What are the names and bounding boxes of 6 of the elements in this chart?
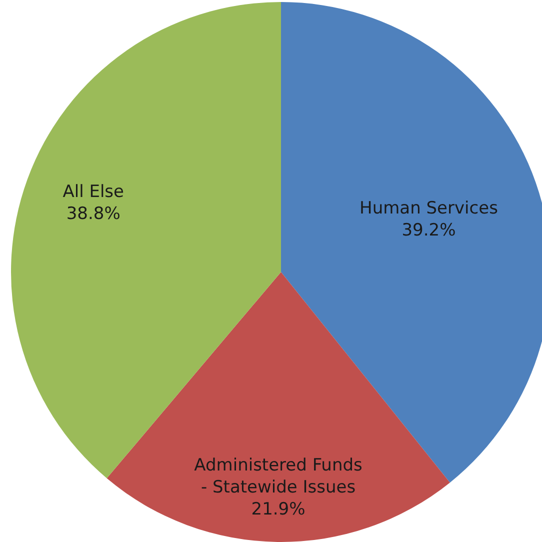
data-label: 21.9% — [251, 500, 306, 520]
slice-label: All Else — [62, 182, 124, 202]
slice-label: Administered Funds - Statewide Issues — [194, 456, 363, 498]
slice-label: Human Services — [360, 198, 498, 219]
data-label: 38.8% — [66, 204, 120, 224]
data-label: 39.2% — [402, 220, 456, 241]
